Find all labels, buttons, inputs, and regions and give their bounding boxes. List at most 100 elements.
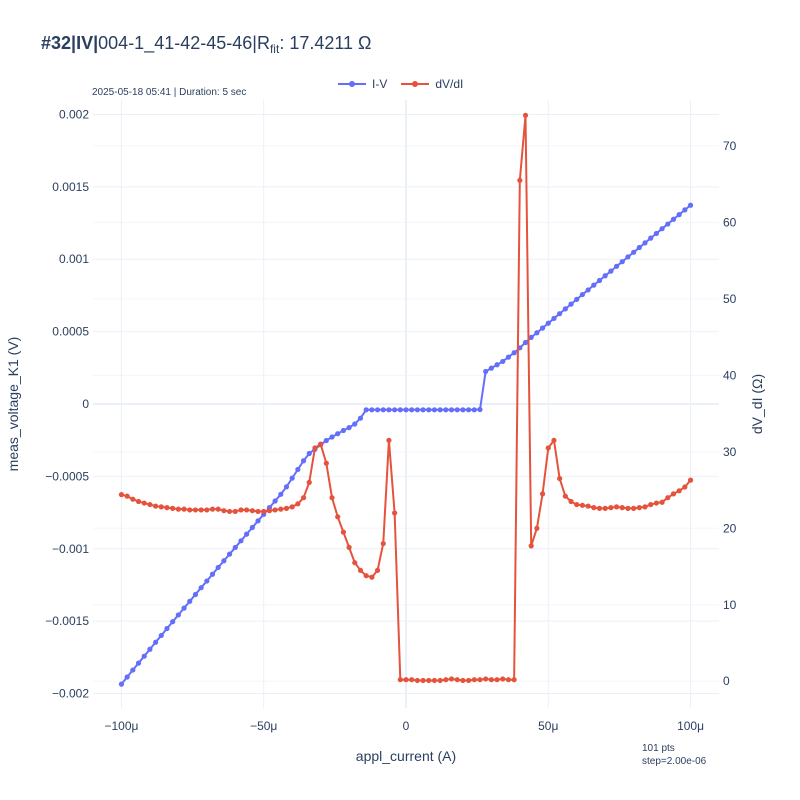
device-name: 004-1_41-42-45-46 — [98, 33, 253, 53]
data-point-i-v — [579, 291, 586, 298]
data-point-dv-di — [266, 508, 273, 514]
y2-tick-label: 50 — [723, 292, 737, 306]
data-point-dv-di — [329, 495, 335, 501]
y2-tick-label: 60 — [723, 215, 737, 229]
data-point-dv-di — [511, 677, 517, 683]
data-point-dv-di — [414, 677, 420, 684]
data-point-dv-di — [631, 505, 637, 511]
rfit-subscript: fit — [269, 42, 280, 56]
data-point-i-v — [141, 653, 147, 659]
timestamp-annotation: 2025-05-18 05:41 | Duration: 5 sec — [92, 87, 247, 98]
data-point-i-v — [591, 282, 597, 288]
data-point-i-v — [392, 407, 398, 413]
data-point-dv-di — [494, 677, 500, 683]
y2-tick-label: 40 — [723, 368, 737, 382]
data-point-dv-di — [454, 677, 460, 683]
data-point-i-v — [409, 407, 415, 413]
data-point-i-v — [295, 466, 301, 473]
data-point-dv-di — [335, 514, 341, 520]
x-axis-title: appl_current (A) — [356, 748, 456, 764]
y-axis-title: meas_voltage_K1 (V) — [5, 337, 21, 472]
y-tick-label: 0.002 — [59, 107, 89, 121]
data-point-dv-di — [448, 676, 455, 682]
data-point-dv-di — [272, 507, 278, 513]
data-point-dv-di — [283, 505, 290, 511]
data-point-dv-di — [443, 677, 449, 683]
data-point-i-v — [130, 667, 136, 673]
data-point-dv-di — [579, 502, 586, 508]
chart-title: #32|IV|004-1_41-42-45-46|Rfit: 17.4211 Ω — [41, 33, 372, 56]
data-point-i-v — [676, 212, 682, 218]
data-point-i-v — [494, 362, 500, 368]
data-point-i-v — [170, 619, 176, 625]
data-point-dv-di — [591, 505, 597, 511]
data-point-i-v — [215, 564, 221, 571]
legend-item-iv[interactable]: I-V — [338, 77, 387, 91]
data-point-dv-di — [477, 677, 483, 683]
data-point-i-v — [289, 475, 295, 481]
y-tick-label: 0.0015 — [52, 180, 89, 194]
data-point-dv-di — [619, 505, 625, 511]
x-tick-label: 100μ — [677, 719, 704, 733]
data-point-dv-di — [522, 112, 529, 118]
title-separator: | — [252, 33, 257, 53]
data-point-dv-di — [517, 177, 523, 183]
data-point-dv-di — [209, 506, 216, 512]
data-point-i-v — [551, 315, 557, 322]
data-point-dv-di — [409, 677, 415, 683]
data-point-i-v — [420, 407, 426, 413]
data-point-dv-di — [135, 498, 142, 505]
data-point-i-v — [568, 301, 574, 307]
data-point-i-v — [244, 531, 250, 537]
data-point-dv-di — [226, 508, 233, 515]
data-point-dv-di — [528, 543, 534, 549]
points-annotation: 101 pts step=2.00e-06 — [642, 742, 706, 768]
data-point-i-v — [585, 287, 591, 293]
data-point-dv-di — [460, 677, 466, 684]
axis-labels: −100μ −50μ 0 50μ 100μ −0.002 −0.0015 −0.001 −0.0… — [45, 107, 736, 733]
mode-label: IV — [76, 33, 94, 53]
data-point-dv-di — [420, 677, 426, 684]
data-point-dv-di — [562, 493, 568, 499]
data-point-dv-di — [488, 677, 494, 683]
data-point-dv-di — [386, 437, 392, 443]
data-point-dv-di — [483, 676, 489, 682]
data-point-i-v — [596, 277, 603, 284]
data-point-i-v — [522, 339, 529, 346]
data-point-i-v — [158, 632, 164, 639]
y-tick-label: 0.0005 — [52, 325, 89, 339]
data-point-i-v — [631, 249, 637, 255]
data-point-i-v — [283, 484, 290, 490]
legend-swatch-iv — [338, 79, 366, 89]
legend-item-dvdi[interactable]: dV/dI — [401, 77, 463, 91]
data-point-i-v — [574, 296, 580, 302]
data-point-dv-di — [653, 500, 660, 506]
data-point-dv-di — [118, 492, 125, 498]
grid-lines — [93, 100, 719, 708]
data-point-dv-di — [300, 495, 307, 501]
data-point-dv-di — [551, 437, 557, 443]
data-point-dv-di — [613, 504, 620, 510]
data-point-dv-di — [340, 529, 346, 535]
data-point-dv-di — [682, 484, 688, 490]
data-point-dv-di — [181, 506, 187, 512]
data-point-i-v — [483, 368, 489, 375]
rfit-value: : 17.4211 Ω — [279, 33, 372, 53]
x-tick-label: −100μ — [104, 719, 138, 733]
data-point-dv-di — [471, 677, 477, 683]
data-point-dv-di — [659, 499, 665, 505]
data-point-dv-di — [426, 677, 432, 684]
data-point-i-v — [357, 415, 364, 421]
data-point-i-v — [221, 558, 227, 564]
data-point-i-v — [619, 259, 625, 265]
data-point-i-v — [374, 407, 381, 413]
data-point-dv-di — [625, 505, 631, 511]
run-id: #32 — [41, 33, 72, 53]
legend-swatch-dvdi — [401, 79, 430, 89]
data-point-i-v — [557, 311, 563, 317]
data-point-dv-di — [147, 501, 153, 508]
data-point-dv-di — [312, 445, 318, 451]
data-point-dv-di — [153, 503, 159, 509]
data-point-dv-di — [500, 676, 506, 682]
